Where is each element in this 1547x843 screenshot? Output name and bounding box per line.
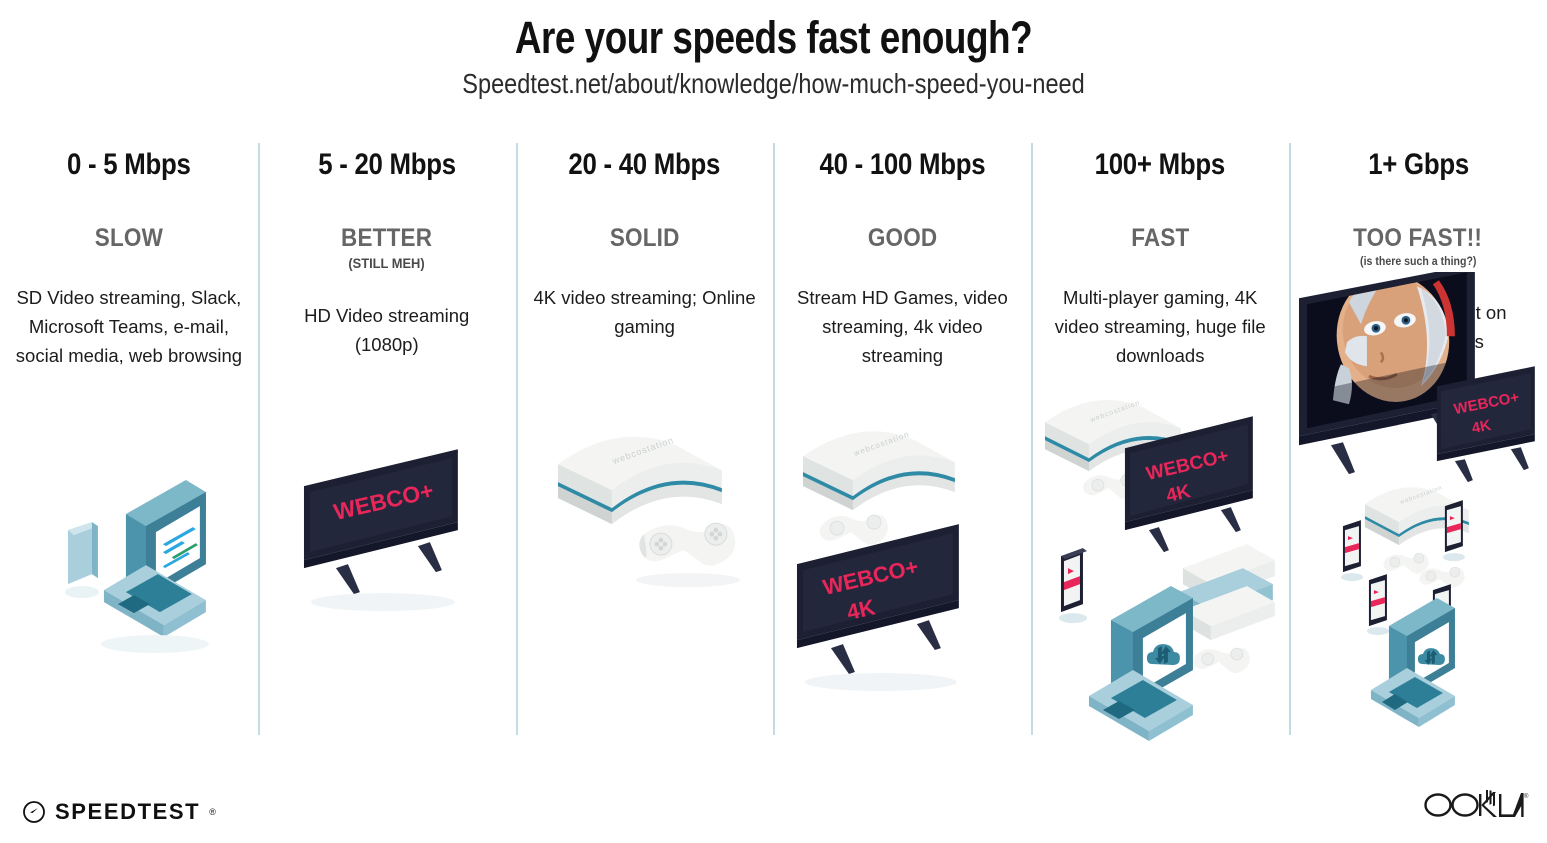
speed-tier-column-6: 1+ Gbps TOO FAST!! (is there such a thin… xyxy=(1289,132,1547,742)
cloud-sync-icon xyxy=(1147,644,1181,666)
device-illustration-everything: WEBCO+ 4K webcostation xyxy=(1289,272,1547,742)
ookla-logo: ® xyxy=(1423,786,1529,825)
tv-screen-label-line2: 4K xyxy=(1471,417,1493,437)
phone-icon xyxy=(1059,548,1088,624)
tv-astronaut-icon xyxy=(1299,272,1476,475)
rating-sublabel: (is there such a thing?) xyxy=(1359,256,1477,268)
phone-icon-2 xyxy=(1443,500,1466,562)
speedtest-gauge-icon xyxy=(23,801,45,823)
device-illustration-multi: webcostation WEBCO+ 4K xyxy=(1031,352,1289,742)
speed-range-label: 40 - 100 Mbps xyxy=(819,148,986,181)
page-title: Are your speeds fast enough? xyxy=(514,12,1033,63)
speed-range-label: 100+ Mbps xyxy=(1095,148,1226,181)
laptop-icon xyxy=(1371,598,1456,728)
usage-description: Multi-player gaming, 4K video streaming,… xyxy=(1054,287,1266,366)
device-illustration-console-tv: webcostation WEBCO+ 4K xyxy=(773,352,1031,742)
tv-icon: WEBCO+ 4K xyxy=(1125,416,1254,553)
speed-tier-column-5: 100+ Mbps FAST Multi-player gaming, 4K v… xyxy=(1031,132,1289,742)
rating-label: GOOD xyxy=(867,224,938,252)
router-icon xyxy=(1179,544,1276,641)
game-controller-icon xyxy=(820,514,889,545)
tv-webco-icon: WEBCO+ 4K xyxy=(1437,366,1535,483)
rating-label: SLOW xyxy=(94,224,164,252)
phone-icon xyxy=(64,522,99,599)
rating-label: TOO FAST!! xyxy=(1353,224,1483,252)
game-controller-icon xyxy=(1383,552,1429,574)
game-console-icon: webcostation xyxy=(557,435,722,525)
tv-icon: WEBCO+ 4K xyxy=(797,524,960,692)
rating-label: FAST xyxy=(1131,224,1190,252)
speed-range-label: 0 - 5 Mbps xyxy=(67,148,191,181)
ookla-wordmark: ® xyxy=(1424,790,1529,817)
infographic-header: Are your speeds fast enough? Speedtest.n… xyxy=(0,0,1547,100)
laptop-icon xyxy=(64,480,209,654)
speed-tier-column-1: 0 - 5 Mbps SLOW SD Video streaming, Slac… xyxy=(0,132,258,742)
speed-tier-column-4: 40 - 100 Mbps GOOD Stream HD Games, vide… xyxy=(773,132,1031,742)
game-controller-icon-2 xyxy=(1419,566,1465,588)
game-console-icon: webcostation xyxy=(1045,399,1182,472)
speed-tier-column-2: 5 - 20 Mbps BETTER (STILL MEH) HD Video … xyxy=(257,132,516,742)
usage-description: HD Video streaming (1080p) xyxy=(304,305,470,355)
speed-range-label: 20 - 40 Mbps xyxy=(568,148,721,181)
rating-label: SOLID xyxy=(609,224,680,252)
usage-description: Stream HD Games, video streaming, 4k vid… xyxy=(797,287,1008,366)
page-subtitle: Speedtest.net/about/knowledge/how-much-s… xyxy=(462,68,1085,99)
infographic-footer: SPEEDTEST ® ® xyxy=(0,773,1547,843)
device-illustration-tv: WEBCO+ xyxy=(258,352,516,742)
usage-description: 4K video streaming; Online gaming xyxy=(533,287,756,337)
tv-icon: WEBCO+ xyxy=(303,449,458,612)
speed-tier-columns: 0 - 5 Mbps SLOW SD Video streaming, Slac… xyxy=(0,132,1547,742)
cloud-sync-icon xyxy=(1418,648,1446,666)
speed-range-label: 1+ Gbps xyxy=(1367,148,1469,181)
device-illustration-laptop xyxy=(0,352,258,742)
phone-icon-3 xyxy=(1367,574,1390,636)
speed-range-label: 5 - 20 Mbps xyxy=(317,148,456,181)
speedtest-logo: SPEEDTEST ® xyxy=(22,799,216,825)
speedtest-trademark: ® xyxy=(209,807,216,817)
game-console-icon: webcostation xyxy=(803,430,956,511)
rating-sublabel: (STILL MEH) xyxy=(348,255,425,271)
ookla-trademark: ® xyxy=(1524,793,1529,800)
speedtest-wordmark: SPEEDTEST xyxy=(55,799,201,824)
speed-tier-column-3: 20 - 40 Mbps SOLID 4K video streaming; O… xyxy=(515,132,774,742)
rating-label: BETTER xyxy=(341,224,433,252)
laptop-icon xyxy=(1089,586,1194,742)
game-console-icon: webcostation xyxy=(1365,485,1470,546)
game-controller-icon xyxy=(635,522,740,588)
device-illustration-console: webcostation xyxy=(516,352,774,742)
phone-icon-1 xyxy=(1341,520,1364,582)
tv-screen-label-line2: 4K xyxy=(845,594,878,625)
game-controller-icon-2 xyxy=(1193,647,1251,674)
usage-description: SD Video streaming, Slack, Microsoft Tea… xyxy=(15,287,243,366)
